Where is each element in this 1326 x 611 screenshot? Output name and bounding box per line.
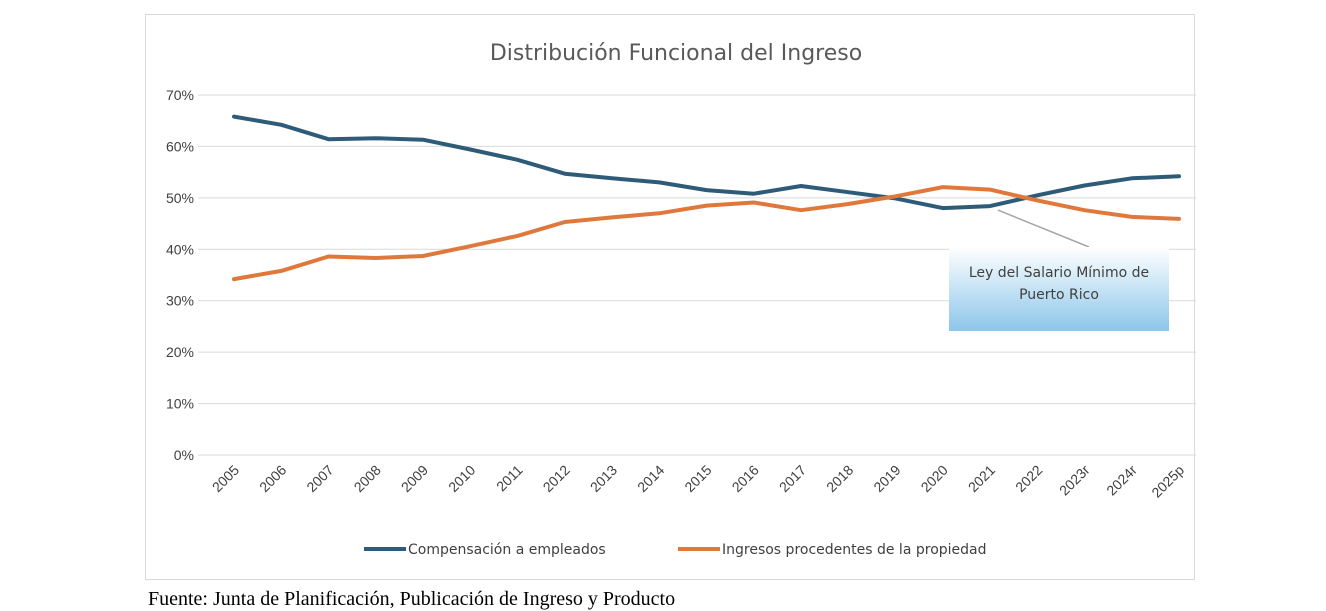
- data-point: [846, 190, 850, 194]
- data-point: [752, 200, 756, 204]
- x-tick-label: 2005: [209, 462, 242, 495]
- annotation-leader-line: [997, 209, 1090, 248]
- legend-label: Ingresos procedentes de la propiedad: [722, 542, 987, 558]
- data-point: [563, 220, 567, 224]
- data-point: [705, 204, 708, 208]
- data-point: [1035, 193, 1039, 197]
- chart-frame: 0% 10% 20% 30% 40% 50% 60% 70% 2005 2006 2007 2008…: [145, 14, 1196, 580]
- data-point: [327, 137, 330, 141]
- annotation-text: Ley del Salario Mínimo de: [969, 265, 1149, 281]
- data-point: [941, 185, 945, 189]
- x-tick-label: 2019: [870, 462, 903, 495]
- data-point: [752, 192, 756, 196]
- data-point: [988, 188, 992, 192]
- x-tick-label: 2020: [918, 462, 951, 495]
- x-tick-label: 2008: [351, 462, 384, 495]
- legend-label: Compensación a empleados: [408, 542, 606, 558]
- x-tick-label: 2025p: [1148, 462, 1187, 501]
- data-point: [232, 277, 236, 281]
- data-point: [279, 269, 283, 273]
- x-tick-label: 2017: [776, 462, 809, 495]
- data-point: [1177, 174, 1181, 178]
- annotation-text: Puerto Rico: [1019, 287, 1099, 303]
- data-point: [327, 254, 330, 258]
- data-point: [610, 176, 614, 180]
- legend: Compensación a empleados Ingresos procede…: [364, 542, 987, 558]
- data-point: [1130, 176, 1134, 180]
- x-tick-label: 2016: [729, 462, 762, 495]
- data-point: [563, 172, 567, 176]
- x-tick-label: 2023r: [1056, 462, 1093, 499]
- x-tick-label: 2015: [681, 462, 714, 495]
- data-point: [799, 184, 803, 188]
- x-tick-label: 2018: [823, 462, 856, 495]
- data-point: [1083, 184, 1086, 188]
- data-point: [468, 148, 472, 152]
- data-point: [421, 138, 425, 142]
- x-tick-label: 2024r: [1103, 462, 1140, 499]
- data-point: [1083, 208, 1086, 212]
- data-point: [799, 208, 803, 212]
- y-axis-ticks: 0% 10% 20% 30% 40% 50% 60% 70%: [166, 87, 194, 463]
- data-point: [894, 194, 897, 198]
- data-point: [988, 204, 992, 208]
- x-tick-label: 2009: [398, 462, 431, 495]
- y-tick-label: 50%: [166, 190, 194, 206]
- data-point: [468, 244, 472, 248]
- x-tick-label: 2011: [493, 462, 526, 495]
- x-tick-label: 2022: [1012, 462, 1045, 495]
- data-point: [657, 180, 661, 184]
- y-tick-label: 40%: [166, 241, 194, 257]
- annotation-box: [949, 247, 1169, 331]
- data-point: [657, 211, 661, 215]
- gridlines: [198, 94, 1196, 456]
- x-tick-label: 2006: [256, 462, 289, 495]
- data-point: [516, 234, 519, 238]
- data-point: [1177, 217, 1181, 221]
- y-tick-label: 20%: [166, 344, 194, 360]
- data-point: [941, 206, 945, 210]
- x-tick-label: 2013: [587, 462, 620, 495]
- x-axis-ticks: 2005 2006 2007 2008 2009 2010 2011 2012 2013 2014…: [209, 462, 1187, 501]
- data-point: [1130, 215, 1134, 219]
- x-tick-label: 2010: [445, 462, 478, 495]
- data-point: [705, 188, 708, 192]
- y-tick-label: 10%: [166, 396, 194, 412]
- data-point: [374, 256, 378, 260]
- data-point: [610, 215, 614, 219]
- x-tick-label: 2007: [303, 462, 336, 495]
- annotation: Ley del Salario Mínimo de Puerto Rico: [949, 209, 1169, 331]
- line-chart: 0% 10% 20% 30% 40% 50% 60% 70% 2005 2006 2007 2008…: [166, 41, 1196, 558]
- chart-title: Distribución Funcional del Ingreso: [490, 41, 862, 66]
- data-point: [232, 115, 236, 119]
- x-tick-label: 2012: [540, 462, 573, 495]
- series-lines: [232, 114, 1181, 282]
- y-tick-label: 30%: [166, 293, 194, 309]
- y-tick-label: 60%: [166, 138, 194, 154]
- x-tick-label: 2014: [634, 462, 667, 495]
- y-tick-label: 0%: [174, 447, 194, 463]
- y-tick-label: 70%: [166, 87, 194, 103]
- data-point: [374, 136, 378, 140]
- data-point: [279, 123, 283, 127]
- x-tick-label: 2021: [965, 462, 998, 495]
- data-point: [421, 254, 425, 258]
- data-point: [516, 158, 519, 162]
- data-point: [1035, 198, 1039, 202]
- data-point: [846, 202, 850, 206]
